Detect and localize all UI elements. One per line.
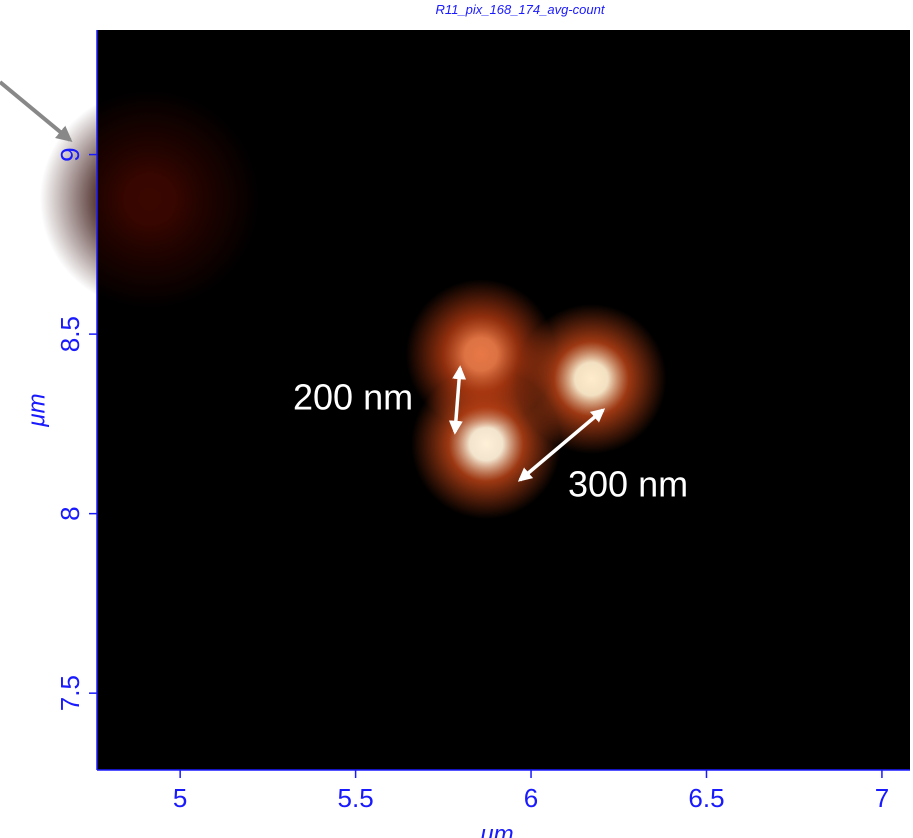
- annotation: 300 nm: [568, 464, 688, 505]
- y-tick-label: 8.5: [55, 316, 85, 352]
- pointer-arrow: [0, 82, 70, 140]
- spot: [40, 89, 260, 309]
- x-tick-label: 6.5: [688, 783, 724, 813]
- y-axis-label: μm: [23, 393, 50, 427]
- x-tick-label: 5.5: [338, 783, 374, 813]
- chart-title: R11_pix_168_174_avg-count: [436, 2, 606, 17]
- chart: R11_pix_168_174_avg-count μm μm 200 nm 3…: [0, 0, 913, 838]
- x-tick-label: 6: [524, 783, 538, 813]
- y-tick-label: 9: [55, 147, 85, 161]
- y-tick-label: 8: [55, 506, 85, 520]
- spot: [406, 279, 556, 429]
- annotation: 200 nm: [293, 377, 413, 418]
- x-tick-label: 5: [173, 783, 187, 813]
- x-tick-label: 7: [875, 783, 889, 813]
- x-axis-label: μm: [479, 821, 513, 838]
- y-tick-label: 7.5: [55, 675, 85, 711]
